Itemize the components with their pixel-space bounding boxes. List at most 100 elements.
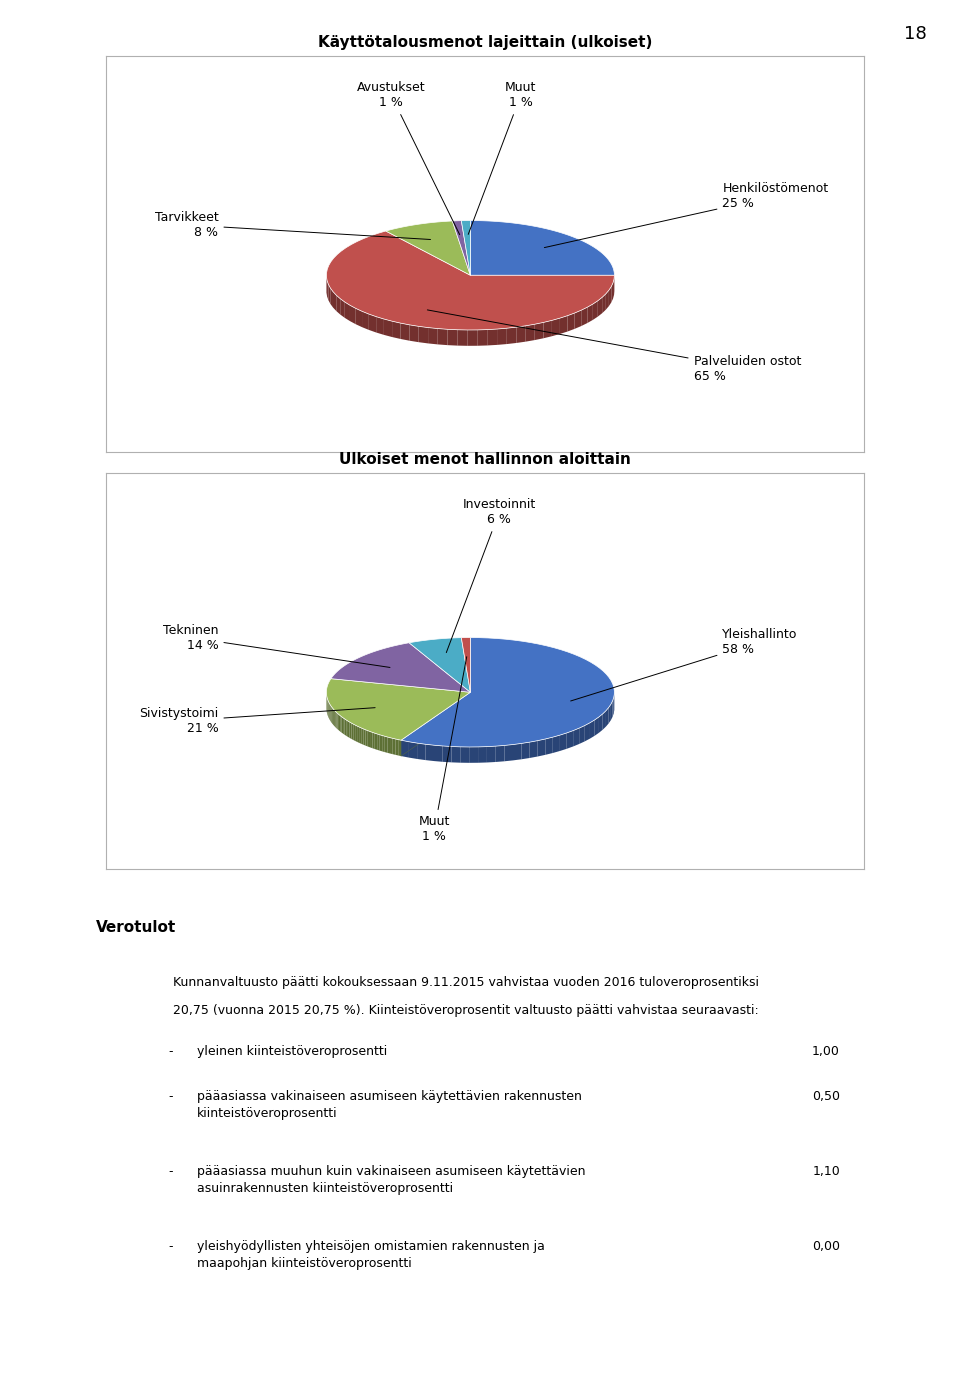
Text: Investoinnit
6 %: Investoinnit 6 %: [446, 498, 536, 652]
Polygon shape: [396, 739, 398, 756]
Polygon shape: [543, 320, 552, 338]
Text: 1,00: 1,00: [812, 1045, 840, 1058]
Polygon shape: [581, 307, 588, 327]
Polygon shape: [398, 739, 401, 756]
Polygon shape: [326, 231, 614, 329]
Polygon shape: [350, 306, 356, 324]
Polygon shape: [538, 739, 545, 756]
Polygon shape: [336, 295, 340, 314]
Polygon shape: [487, 746, 495, 763]
Polygon shape: [349, 721, 351, 739]
Polygon shape: [343, 717, 345, 735]
Polygon shape: [409, 638, 470, 692]
Polygon shape: [326, 678, 470, 741]
Text: -: -: [168, 1240, 173, 1252]
Polygon shape: [410, 325, 419, 342]
Polygon shape: [599, 714, 603, 733]
Polygon shape: [340, 299, 345, 318]
Title: Käyttötalousmenot lajeittain (ulkoiset): Käyttötalousmenot lajeittain (ulkoiset): [318, 35, 652, 50]
Title: Ulkoiset menot hallinnon aloittain: Ulkoiset menot hallinnon aloittain: [339, 452, 631, 467]
Polygon shape: [606, 291, 609, 310]
Polygon shape: [353, 724, 355, 741]
Polygon shape: [530, 741, 538, 758]
Polygon shape: [575, 310, 581, 329]
Text: 0,50: 0,50: [812, 1090, 840, 1102]
Text: Avustukset
1 %: Avustukset 1 %: [357, 81, 460, 235]
Polygon shape: [372, 733, 374, 749]
Polygon shape: [400, 322, 410, 341]
Polygon shape: [593, 300, 598, 320]
Polygon shape: [535, 322, 543, 341]
Polygon shape: [462, 221, 470, 275]
Polygon shape: [478, 746, 487, 763]
Text: Tekninen
14 %: Tekninen 14 %: [163, 624, 390, 667]
Text: -: -: [168, 1045, 173, 1058]
Polygon shape: [521, 742, 530, 759]
Polygon shape: [497, 328, 507, 345]
Polygon shape: [327, 281, 328, 300]
Polygon shape: [382, 735, 385, 752]
Polygon shape: [552, 318, 560, 336]
Polygon shape: [606, 708, 609, 727]
Polygon shape: [363, 728, 366, 745]
Text: Palveluiden ostot
65 %: Palveluiden ostot 65 %: [427, 310, 801, 382]
Polygon shape: [357, 726, 359, 742]
Polygon shape: [348, 721, 349, 738]
Polygon shape: [369, 314, 376, 332]
Polygon shape: [579, 726, 585, 744]
Polygon shape: [342, 717, 343, 734]
Polygon shape: [334, 710, 335, 727]
Polygon shape: [366, 730, 368, 746]
Polygon shape: [462, 638, 470, 692]
Polygon shape: [477, 329, 488, 346]
Text: 20,75 (vuonna 2015 20,75 %). Kiinteistöveroprosentit valtuusto päätti vahvistaa : 20,75 (vuonna 2015 20,75 %). Kiinteistöv…: [173, 1004, 758, 1016]
Text: 1,10: 1,10: [812, 1165, 840, 1177]
Text: Muut
1 %: Muut 1 %: [468, 81, 537, 235]
Polygon shape: [452, 221, 470, 275]
Polygon shape: [590, 720, 594, 738]
Polygon shape: [468, 329, 477, 346]
Polygon shape: [526, 324, 535, 342]
Polygon shape: [507, 327, 516, 345]
Polygon shape: [585, 723, 590, 741]
Polygon shape: [388, 737, 390, 753]
Text: Sivistystoimi
21 %: Sivistystoimi 21 %: [139, 708, 375, 735]
Polygon shape: [598, 297, 602, 317]
Text: Henkilöstömenot
25 %: Henkilöstömenot 25 %: [544, 182, 828, 247]
Polygon shape: [328, 285, 330, 304]
Polygon shape: [513, 744, 521, 760]
Text: Muut
1 %: Muut 1 %: [419, 656, 467, 844]
Polygon shape: [401, 741, 409, 758]
Polygon shape: [370, 731, 372, 748]
Polygon shape: [374, 733, 377, 749]
Polygon shape: [451, 746, 460, 763]
Polygon shape: [362, 311, 369, 329]
Text: Kunnanvaltuusto päätti kokouksessaan 9.11.2015 vahvistaa vuoden 2016 tuloveropro: Kunnanvaltuusto päätti kokouksessaan 9.1…: [173, 976, 758, 988]
Polygon shape: [594, 717, 599, 735]
Polygon shape: [419, 327, 428, 343]
Polygon shape: [361, 728, 363, 745]
Polygon shape: [516, 325, 526, 343]
Polygon shape: [602, 293, 606, 313]
Polygon shape: [345, 302, 350, 321]
Text: yleinen kiinteistöveroprosentti: yleinen kiinteistöveroprosentti: [197, 1045, 387, 1058]
Polygon shape: [336, 712, 338, 730]
Polygon shape: [553, 735, 560, 753]
Polygon shape: [359, 727, 361, 744]
Polygon shape: [443, 746, 451, 762]
Text: Tarvikkeet
8 %: Tarvikkeet 8 %: [155, 211, 430, 239]
Polygon shape: [560, 316, 567, 334]
Polygon shape: [377, 734, 379, 751]
Polygon shape: [345, 719, 347, 735]
Text: yleishyödyllisten yhteisöjen omistamien rakennusten ja
maapohjan kiinteistöverop: yleishyödyllisten yhteisöjen omistamien …: [197, 1240, 544, 1270]
Text: Yleishallinto
58 %: Yleishallinto 58 %: [570, 628, 798, 701]
Polygon shape: [379, 735, 382, 752]
Polygon shape: [392, 321, 400, 339]
Polygon shape: [438, 328, 447, 345]
Polygon shape: [488, 329, 497, 346]
Polygon shape: [355, 726, 357, 742]
Polygon shape: [385, 737, 388, 753]
Polygon shape: [588, 304, 593, 322]
Polygon shape: [386, 221, 470, 275]
Polygon shape: [390, 738, 393, 755]
